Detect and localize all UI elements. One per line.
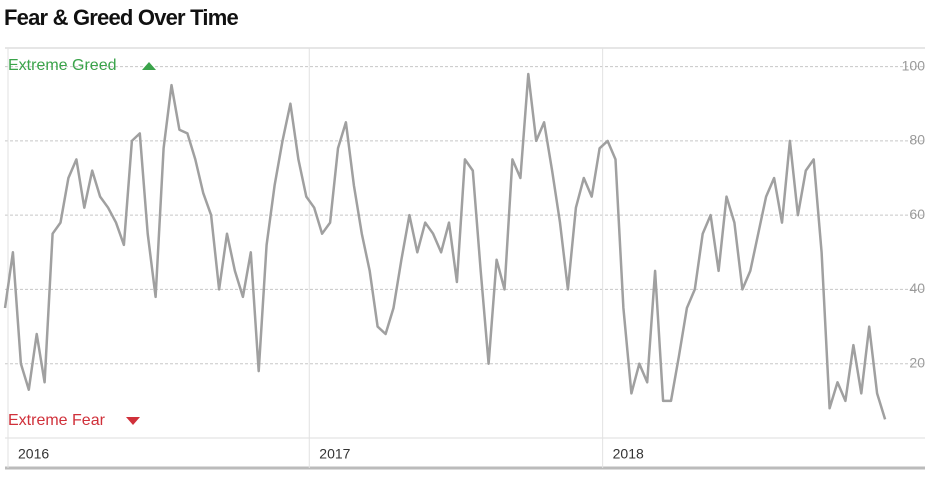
x-tick-label: 2018 xyxy=(613,446,644,462)
y-tick-label: 40 xyxy=(909,280,925,296)
chart-title: Fear & Greed Over Time xyxy=(4,5,238,30)
y-tick-label: 100 xyxy=(902,57,926,73)
x-tick-label: 2017 xyxy=(319,446,350,462)
greed-label: Extreme Greed xyxy=(8,57,116,74)
up-arrow xyxy=(142,62,156,70)
x-tick-label: 2016 xyxy=(18,446,49,462)
plot: 20 40 60 80 100 2016 2017 2018 xyxy=(3,48,926,468)
y-tick-label: 20 xyxy=(909,354,925,370)
x-axis-strip xyxy=(5,438,925,468)
y-tick-label: 60 xyxy=(909,206,925,222)
y-tick-label: 80 xyxy=(909,132,925,148)
line-series xyxy=(3,72,887,420)
fear-label: Extreme Fear xyxy=(8,412,106,429)
down-arrow xyxy=(126,417,140,425)
